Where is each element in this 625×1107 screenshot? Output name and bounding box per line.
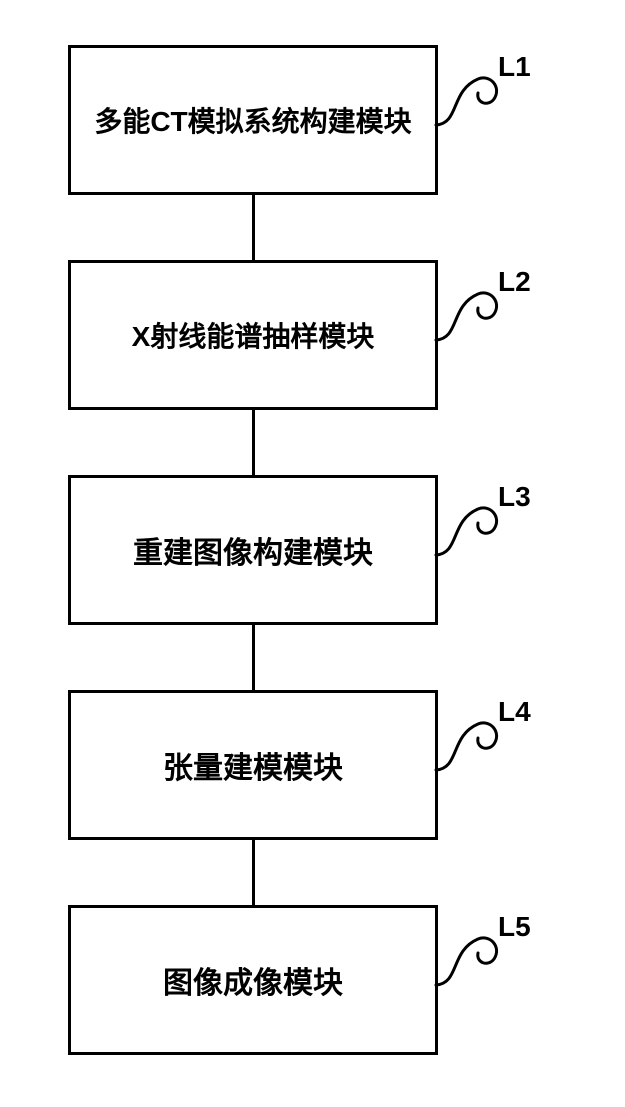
flowchart-node: 图像成像模块 (68, 905, 438, 1055)
flowchart-connector (252, 625, 255, 690)
node-tag: L5 (498, 911, 531, 943)
node-label: 图像成像模块 (163, 958, 343, 1002)
flowchart-node: 重建图像构建模块 (68, 475, 438, 625)
flowchart-node: 张量建模模块 (68, 690, 438, 840)
node-label: 重建图像构建模块 (133, 528, 373, 572)
node-label: 多能CT模拟系统构建模块 (94, 100, 411, 140)
flowchart-canvas: 多能CT模拟系统构建模块 L1 X射线能谱抽样模块 L2 重建图像构建模块 L3 张量建模模… (0, 0, 625, 1107)
flowchart-node: X射线能谱抽样模块 (68, 260, 438, 410)
flowchart-connector (252, 195, 255, 260)
node-tag: L4 (498, 696, 531, 728)
node-label: 张量建模模块 (163, 743, 343, 787)
flowchart-node: 多能CT模拟系统构建模块 (68, 45, 438, 195)
flowchart-connector (252, 410, 255, 475)
flowchart-connector (252, 840, 255, 905)
node-tag: L1 (498, 51, 531, 83)
node-tag: L3 (498, 481, 531, 513)
node-label: X射线能谱抽样模块 (132, 315, 375, 355)
node-tag: L2 (498, 266, 531, 298)
